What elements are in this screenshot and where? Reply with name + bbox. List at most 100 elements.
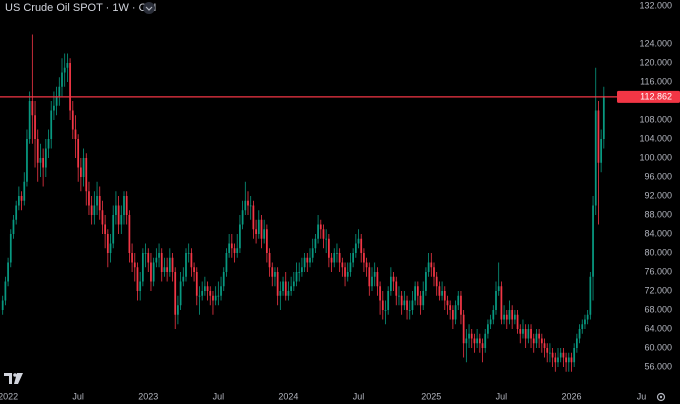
candle-body [581, 324, 584, 329]
candle-body [109, 243, 112, 253]
candle-body [115, 205, 117, 215]
y-tick-label: 76.000 [644, 266, 672, 276]
candle-body [287, 291, 290, 296]
candle-body [460, 295, 462, 315]
candle-body [427, 262, 430, 272]
candle-body [554, 357, 557, 363]
candle-body [408, 310, 411, 311]
candle-body [147, 253, 150, 263]
candle-body [519, 329, 522, 334]
candle-body [295, 272, 298, 282]
candle-body [449, 305, 452, 310]
price-label-bg [617, 90, 680, 103]
candle-body [500, 286, 503, 320]
candle-body [298, 272, 301, 273]
candle-body [274, 272, 276, 277]
candle-body [241, 210, 244, 225]
candle-body [392, 276, 395, 282]
candle-body [371, 276, 373, 287]
icon-chevron[interactable] [145, 6, 153, 11]
candle-body [187, 253, 190, 254]
candle-body [565, 357, 567, 363]
candle-body [160, 253, 163, 272]
candle-body [257, 219, 260, 234]
y-tick-label: 108.000 [639, 114, 672, 124]
candle-body [457, 295, 460, 306]
candle-body [279, 291, 282, 296]
candle-body [419, 295, 422, 306]
candle-body [228, 243, 231, 253]
candle-body [182, 276, 185, 282]
candle-body [430, 262, 433, 268]
candle-body [90, 205, 93, 215]
candle-body [594, 110, 597, 206]
y-tick-label: 96.000 [644, 171, 672, 181]
candle-body [236, 248, 239, 253]
candle-body [319, 224, 322, 230]
candle-body [282, 281, 284, 291]
candle-body [403, 300, 406, 306]
candle-body [325, 238, 328, 240]
candle-body [573, 348, 576, 363]
candle-body [260, 219, 263, 239]
candle-body [338, 253, 341, 263]
y-tick-label: 64.000 [644, 323, 672, 333]
candle-body [155, 257, 158, 263]
candle-body [88, 191, 90, 206]
candle-body [177, 305, 179, 315]
candle-body [333, 253, 336, 263]
candle-body [446, 300, 449, 306]
chart-title: US Crude Oil SPOT · 1W · CFI [5, 2, 156, 14]
candle-body [516, 314, 519, 329]
candle-body [379, 286, 381, 301]
settings-icon[interactable] [656, 392, 666, 402]
candle-body [481, 343, 484, 348]
candle-body [301, 267, 303, 272]
candle-body [17, 196, 20, 206]
y-tick-label: 92.000 [644, 190, 672, 200]
candle-body [203, 286, 206, 291]
candle-body [36, 139, 39, 163]
candle-body [567, 357, 570, 363]
candle-body [39, 158, 42, 163]
candle-body [478, 338, 481, 344]
candle-body [82, 158, 85, 177]
candle-body [586, 314, 589, 320]
y-tick-label: 68.000 [644, 304, 672, 314]
candle-body [244, 200, 247, 211]
candle-body [255, 229, 257, 234]
candle-body [484, 333, 487, 348]
candle-body [551, 352, 554, 358]
candle-body [50, 110, 53, 139]
candle-body [487, 324, 489, 334]
candle-body [492, 310, 495, 320]
y-tick-label: 88.000 [644, 209, 672, 219]
candle-body [360, 238, 363, 253]
icon-bg[interactable] [143, 2, 155, 14]
symbol-menu-icon[interactable] [143, 2, 155, 14]
price-label: 112.862 [640, 91, 672, 101]
candle-body [136, 267, 139, 291]
candle-body [306, 257, 309, 263]
candle-body [131, 253, 133, 263]
candle-body [44, 148, 47, 168]
candle-body [600, 139, 603, 163]
candle-body [435, 276, 438, 287]
candle-body [365, 262, 368, 268]
candle-body [120, 215, 123, 225]
candle-body [524, 329, 527, 339]
candle-body [201, 291, 204, 296]
x-tick-label: 2023 [138, 391, 158, 401]
candle-body [220, 286, 222, 296]
candle-body [589, 276, 592, 315]
candle-body [513, 314, 516, 320]
candle-body [47, 139, 50, 149]
y-tick-label: 80.000 [644, 247, 672, 257]
gear-center[interactable] [659, 395, 663, 399]
gear[interactable] [656, 392, 666, 402]
candle-body [344, 267, 346, 277]
candle-body [9, 234, 12, 263]
candle-body [85, 158, 88, 192]
candle-body [495, 291, 497, 310]
candle-body [195, 272, 198, 296]
